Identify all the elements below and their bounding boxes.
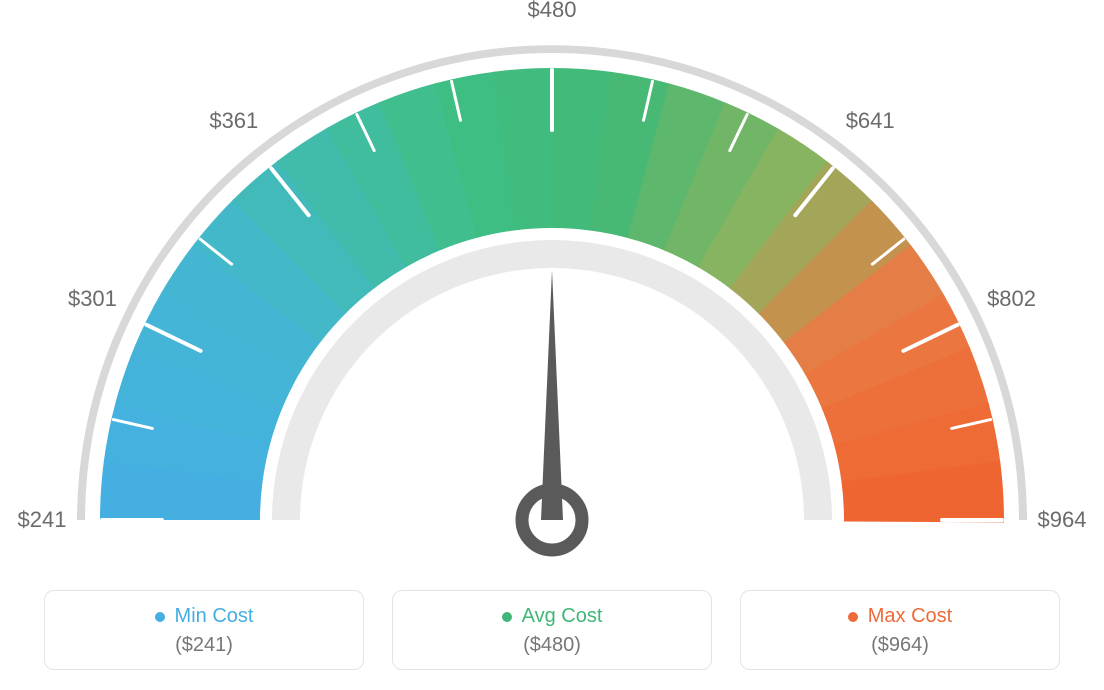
legend-dot-avg — [502, 612, 512, 622]
legend-title-avg: Avg Cost — [502, 605, 603, 628]
gauge-area: $241 $301 $361 $480 $641 $802 $964 — [0, 0, 1104, 560]
gauge-svg — [0, 0, 1104, 580]
legend-dot-max — [848, 612, 858, 622]
gauge-scale-label: $802 — [987, 286, 1036, 312]
legend-title-max: Max Cost — [848, 605, 952, 628]
legend-row: Min Cost ($241) Avg Cost ($480) Max Cost… — [0, 590, 1104, 670]
gauge-scale-label: $361 — [209, 108, 258, 134]
legend-title-min: Min Cost — [155, 605, 254, 628]
gauge-needle — [541, 270, 563, 520]
gauge-scale-label: $241 — [18, 507, 67, 533]
gauge-scale-label: $641 — [846, 108, 895, 134]
legend-card-min: Min Cost ($241) — [44, 590, 364, 670]
legend-label-avg: Avg Cost — [522, 605, 603, 628]
legend-value-avg: ($480) — [393, 634, 711, 657]
legend-dot-min — [155, 612, 165, 622]
legend-label-max: Max Cost — [868, 605, 952, 628]
gauge-scale-label: $480 — [528, 0, 577, 23]
legend-value-max: ($964) — [741, 634, 1059, 657]
cost-gauge-widget: $241 $301 $361 $480 $641 $802 $964 Min Cost ($… — [0, 0, 1104, 690]
gauge-scale-label: $964 — [1038, 507, 1087, 533]
gauge-scale-label: $301 — [68, 286, 117, 312]
legend-value-min: ($241) — [45, 634, 363, 657]
legend-card-max: Max Cost ($964) — [740, 590, 1060, 670]
legend-card-avg: Avg Cost ($480) — [392, 590, 712, 670]
legend-label-min: Min Cost — [175, 605, 254, 628]
